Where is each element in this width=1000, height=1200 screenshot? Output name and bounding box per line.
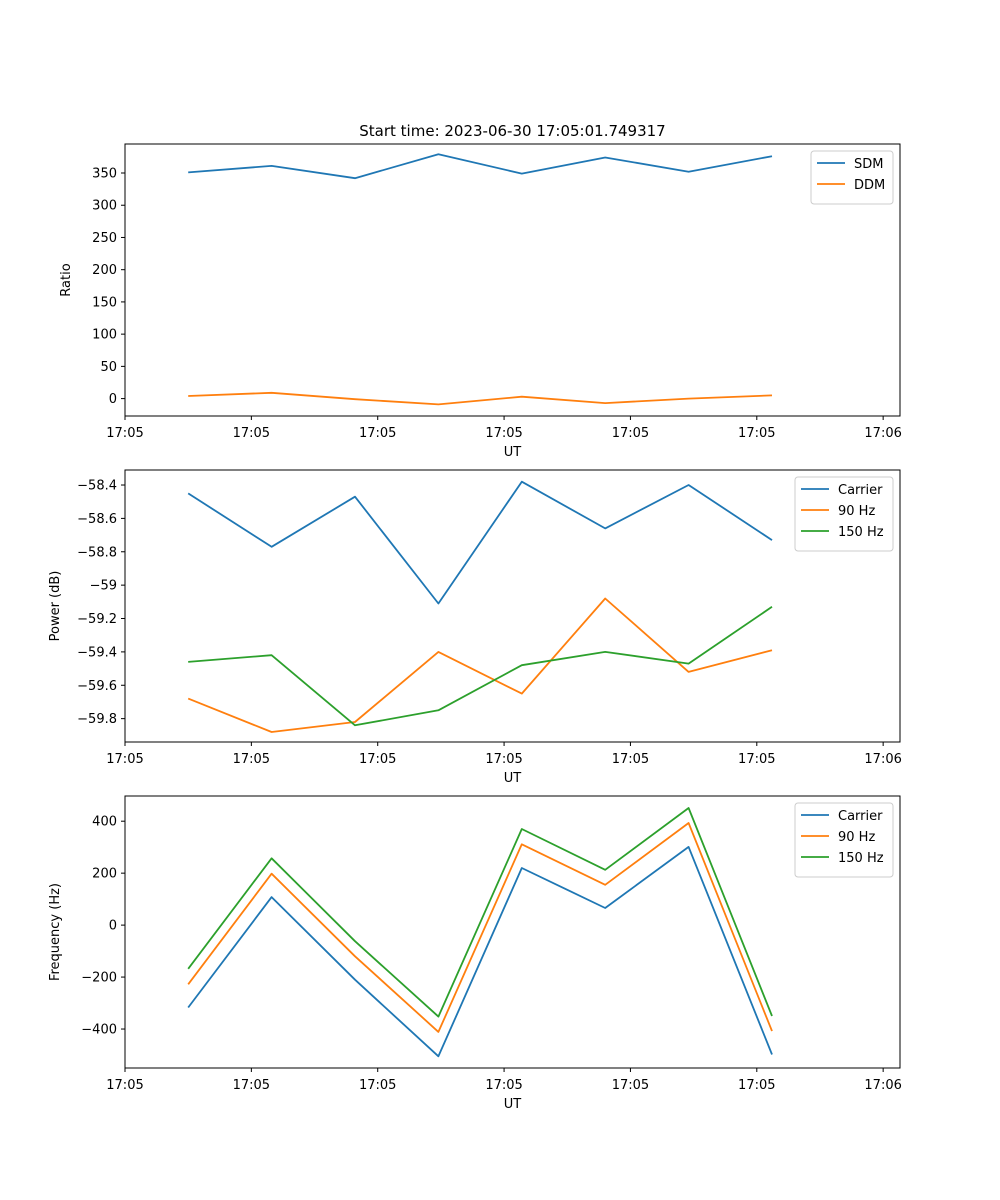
- x-tick-label: 17:05: [359, 426, 396, 441]
- series-line-ddm: [188, 391, 773, 406]
- y-tick-label: 0: [109, 392, 117, 407]
- x-tick-label: 17:05: [612, 1078, 649, 1093]
- legend-label: DDM: [854, 178, 885, 193]
- x-tick-label: 17:05: [233, 1078, 270, 1093]
- y-tick-label: −59.8: [77, 712, 117, 727]
- legend-label: 150 Hz: [838, 851, 884, 866]
- x-axis-label: UT: [504, 1097, 522, 1112]
- y-axis-label: Ratio: [59, 263, 74, 296]
- y-tick-label: −59.2: [77, 612, 117, 627]
- y-tick-label: −200: [81, 971, 117, 986]
- x-tick-label: 17:05: [738, 752, 775, 767]
- y-tick-label: 400: [92, 815, 117, 830]
- y-tick-label: 200: [92, 867, 117, 882]
- legend-label: Carrier: [838, 809, 883, 824]
- chart-panel-1: 17:05 17:05 17:05 17:05 17:05 17:05 17:06 0 50 10…: [59, 143, 902, 460]
- series-line-carrier: [187, 480, 773, 605]
- y-tick-label: 150: [92, 295, 117, 310]
- series-line-sdm: [188, 153, 773, 180]
- x-tick-label: 17:05: [738, 1078, 775, 1093]
- chart-panel-2: 17:05 17:05 17:05 17:05 17:05 17:05 17:06 −59.8…: [48, 469, 902, 786]
- x-tick-label: 17:05: [106, 426, 143, 441]
- series-line-90-hz: [187, 597, 773, 733]
- x-tick-label: 17:05: [485, 426, 522, 441]
- x-tick-label: 17:05: [359, 752, 396, 767]
- y-tick-label: −59: [90, 579, 117, 594]
- x-tick-label: 17:05: [106, 752, 143, 767]
- x-tick-label: 17:05: [738, 426, 775, 441]
- series-line-150-hz: [187, 807, 773, 1018]
- x-tick-label: 17:05: [485, 752, 522, 767]
- legend-box: [794, 802, 894, 878]
- chart-panel-3: 17:05 17:05 17:05 17:05 17:05 17:05 17:06 −400 −…: [48, 795, 902, 1112]
- legend-box: [810, 150, 894, 205]
- x-axis-label: UT: [504, 445, 522, 460]
- legend: Carrier 90 Hz 150 Hz: [794, 476, 894, 552]
- legend: SDM DDM: [810, 150, 894, 205]
- series-line-150-hz: [188, 606, 773, 727]
- y-tick-label: 100: [92, 328, 117, 343]
- x-tick-label: 17:05: [485, 1078, 522, 1093]
- x-tick-label: 17:06: [864, 1078, 901, 1093]
- series-line-carrier: [187, 846, 773, 1058]
- legend-label: 90 Hz: [838, 504, 875, 519]
- x-tick-label: 17:05: [612, 426, 649, 441]
- x-tick-label: 17:06: [864, 426, 901, 441]
- legend-label: Carrier: [838, 483, 883, 498]
- y-tick-label: −59.4: [77, 645, 117, 660]
- y-axis-label: Frequency (Hz): [48, 883, 63, 981]
- x-tick-label: 17:05: [612, 752, 649, 767]
- legend-box: [794, 476, 894, 552]
- y-tick-label: 300: [92, 199, 117, 214]
- y-tick-label: 250: [92, 231, 117, 246]
- legend-label: 150 Hz: [838, 525, 884, 540]
- x-tick-label: 17:05: [359, 1078, 396, 1093]
- x-tick-label: 17:05: [233, 426, 270, 441]
- y-tick-label: 200: [92, 263, 117, 278]
- y-tick-label: −58.4: [77, 479, 117, 494]
- axes-frame: [124, 795, 901, 1069]
- legend-label: SDM: [854, 157, 883, 172]
- y-tick-label: −400: [81, 1023, 117, 1038]
- x-tick-label: 17:05: [106, 1078, 143, 1093]
- y-tick-label: 350: [92, 167, 117, 182]
- y-tick-label: 50: [100, 360, 117, 375]
- y-axis-label: Power (dB): [48, 571, 63, 642]
- y-tick-label: −59.6: [77, 679, 117, 694]
- x-tick-label: 17:06: [864, 752, 901, 767]
- axes-frame: [124, 469, 901, 743]
- legend-label: 90 Hz: [838, 830, 875, 845]
- y-tick-label: −58.8: [77, 545, 117, 560]
- figure-title: Start time: 2023-06-30 17:05:01.749317: [359, 122, 665, 140]
- x-tick-label: 17:05: [233, 752, 270, 767]
- legend: Carrier 90 Hz 150 Hz: [794, 802, 894, 878]
- axes-frame: [124, 143, 901, 417]
- x-axis-label: UT: [504, 771, 522, 786]
- y-tick-label: −58.6: [77, 512, 117, 527]
- series-line-90-hz: [187, 822, 773, 1033]
- y-tick-label: 0: [109, 919, 117, 934]
